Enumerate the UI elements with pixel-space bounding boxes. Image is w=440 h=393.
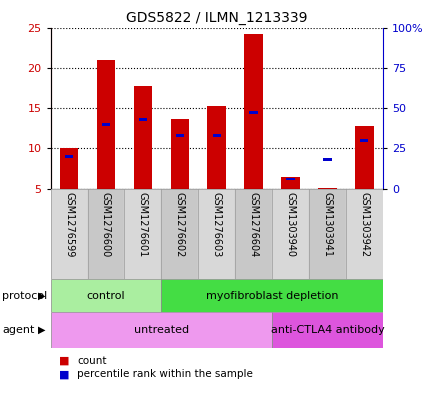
Bar bbox=[346, 189, 383, 279]
Bar bbox=[309, 189, 346, 279]
Text: GSM1276602: GSM1276602 bbox=[175, 192, 185, 258]
Title: GDS5822 / ILMN_1213339: GDS5822 / ILMN_1213339 bbox=[126, 11, 308, 25]
Text: GSM1303940: GSM1303940 bbox=[286, 192, 296, 257]
Bar bbox=[355, 126, 374, 189]
Text: control: control bbox=[87, 291, 125, 301]
Bar bbox=[323, 158, 332, 161]
Text: ▶: ▶ bbox=[38, 325, 46, 335]
Text: ■: ■ bbox=[59, 356, 70, 365]
Text: GSM1276604: GSM1276604 bbox=[249, 192, 259, 257]
Text: count: count bbox=[77, 356, 106, 365]
Bar bbox=[360, 139, 368, 142]
Bar bbox=[198, 189, 235, 279]
Bar bbox=[161, 279, 383, 312]
Bar bbox=[272, 312, 383, 348]
Bar bbox=[134, 86, 152, 189]
Bar bbox=[51, 312, 272, 348]
Bar bbox=[139, 118, 147, 121]
Text: ■: ■ bbox=[59, 369, 70, 379]
Text: agent: agent bbox=[2, 325, 35, 335]
Bar bbox=[249, 112, 258, 114]
Text: GSM1276599: GSM1276599 bbox=[64, 192, 74, 258]
Text: GSM1303942: GSM1303942 bbox=[359, 192, 369, 257]
Bar bbox=[286, 178, 295, 180]
Bar bbox=[88, 189, 125, 279]
Text: GSM1276601: GSM1276601 bbox=[138, 192, 148, 257]
Text: anti-CTLA4 antibody: anti-CTLA4 antibody bbox=[271, 325, 384, 335]
Text: protocol: protocol bbox=[2, 291, 48, 301]
Bar bbox=[235, 189, 272, 279]
Bar bbox=[213, 134, 221, 137]
Text: ▶: ▶ bbox=[38, 291, 46, 301]
Text: GSM1276603: GSM1276603 bbox=[212, 192, 222, 257]
Text: GSM1276600: GSM1276600 bbox=[101, 192, 111, 257]
Bar bbox=[125, 189, 161, 279]
Text: untreated: untreated bbox=[134, 325, 189, 335]
Bar bbox=[176, 134, 184, 137]
Bar bbox=[272, 189, 309, 279]
Bar bbox=[60, 148, 78, 189]
Bar bbox=[244, 34, 263, 189]
Bar bbox=[208, 106, 226, 189]
Text: GSM1303941: GSM1303941 bbox=[323, 192, 333, 257]
Bar bbox=[161, 189, 198, 279]
Bar bbox=[102, 123, 110, 126]
Bar bbox=[51, 279, 161, 312]
Text: percentile rank within the sample: percentile rank within the sample bbox=[77, 369, 253, 379]
Bar bbox=[171, 119, 189, 189]
Bar bbox=[281, 176, 300, 189]
Text: myofibroblast depletion: myofibroblast depletion bbox=[206, 291, 338, 301]
Bar bbox=[318, 188, 337, 189]
Bar bbox=[51, 189, 88, 279]
Bar bbox=[65, 155, 73, 158]
Bar bbox=[97, 60, 115, 189]
